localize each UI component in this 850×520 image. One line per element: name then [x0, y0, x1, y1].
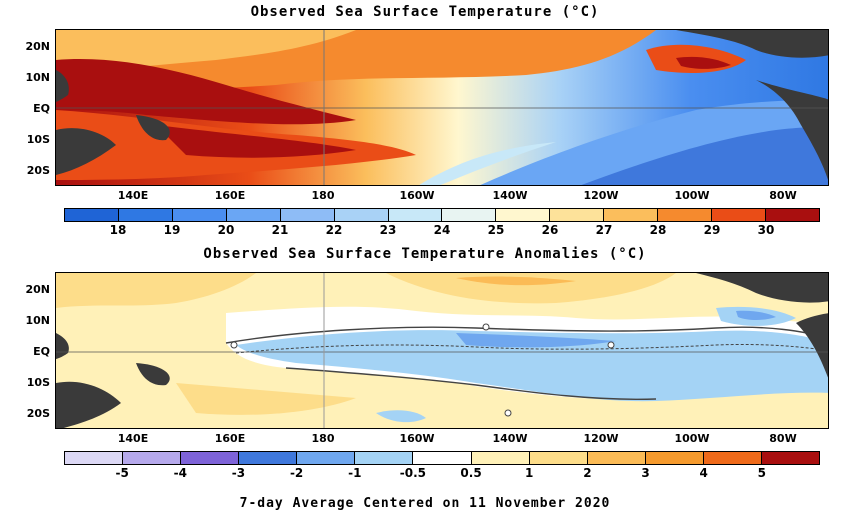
anomaly-colorbar-label: 5: [757, 466, 767, 480]
sst-colorbar-label: 23: [379, 223, 397, 237]
sst-colorbar-swatch: [388, 209, 443, 221]
lon-label-140w: 140W: [492, 189, 528, 202]
sst-colorbar-label: 19: [163, 223, 181, 237]
sst-colorbar-label: 30: [757, 223, 775, 237]
anom-lon-label-160e: 160E: [214, 432, 246, 445]
anomaly-colorbar-label: -3: [231, 466, 246, 480]
sst-colorbar-swatch: [226, 209, 281, 221]
lat-label-20n: 20N: [25, 40, 50, 53]
anomaly-colorbar-label: 1: [525, 466, 534, 480]
anomaly-colorbar-swatch: [645, 452, 704, 464]
anomaly-colorbar-swatch: [529, 452, 588, 464]
lon-label-100w: 100W: [674, 189, 710, 202]
sst-colorbar-label: 20: [217, 223, 235, 237]
anomaly-colorbar-label: 0.5: [460, 466, 482, 480]
sst-colorbar-label: 24: [433, 223, 451, 237]
anom-lat-label-20n: 20N: [25, 283, 50, 296]
lon-label-80w: 80W: [769, 189, 797, 202]
anomaly-colorbar-label: 4: [699, 466, 708, 480]
anomaly-colorbar: [64, 451, 820, 465]
sst-colorbar-swatch: [658, 209, 713, 221]
sst-colorbar-swatch: [496, 209, 551, 221]
anomaly-map: [55, 272, 829, 429]
anomaly-colorbar-label: 3: [641, 466, 650, 480]
sst-colorbar-label: 27: [595, 223, 613, 237]
anom-lon-label-180: 180: [311, 432, 335, 445]
anomaly-colorbar-label: 2: [583, 466, 592, 480]
sst-colorbar-label: 29: [703, 223, 721, 237]
anomaly-colorbar-label: -0.5: [399, 466, 427, 480]
sst-colorbar-swatch: [65, 209, 119, 221]
anom-lon-label-160w: 160W: [399, 432, 435, 445]
sst-colorbar-swatch: [712, 209, 766, 221]
sst-colorbar-label: 25: [487, 223, 505, 237]
anomaly-colorbar-swatch: [413, 452, 472, 464]
anomaly-colorbar-swatch: [65, 452, 124, 464]
anomaly-colorbar-swatch: [123, 452, 182, 464]
anomaly-colorbar-label: -1: [348, 466, 362, 480]
sst-colorbar-label: 28: [649, 223, 667, 237]
sst-colorbar-label: 18: [109, 223, 127, 237]
sst-field-image: [56, 30, 828, 185]
sst-colorbar-swatch: [280, 209, 335, 221]
anomaly-colorbar-swatch: [471, 452, 530, 464]
sst-colorbar-label: 21: [271, 223, 289, 237]
anomaly-colorbar-swatch: [355, 452, 414, 464]
anom-lon-label-100w: 100W: [674, 432, 710, 445]
lon-label-160w: 160W: [399, 189, 435, 202]
anomaly-colorbar-swatch: [297, 452, 356, 464]
anomaly-colorbar-label: -2: [289, 466, 304, 480]
lon-label-120w: 120W: [583, 189, 619, 202]
anomaly-colorbar-swatch: [761, 452, 820, 464]
lat-label-10s: 10S: [26, 133, 50, 146]
lon-label-180: 180: [311, 189, 335, 202]
anomaly-colorbar-swatch: [239, 452, 298, 464]
anomaly-colorbar-swatch: [587, 452, 646, 464]
anomaly-title: Observed Sea Surface Temperature Anomali…: [203, 246, 647, 262]
sst-colorbar-swatch: [765, 209, 819, 221]
anomaly-colorbar-label: -4: [173, 466, 187, 480]
anomaly-colorbar-label: -5: [115, 466, 129, 480]
sst-colorbar-swatch: [172, 209, 227, 221]
anom-lon-label-80w: 80W: [769, 432, 797, 445]
anom-lat-label-10n: 10N: [25, 314, 50, 327]
lon-label-140e: 140E: [117, 189, 149, 202]
anom-lat-label-10s: 10S: [26, 376, 50, 389]
sst-colorbar-swatch: [550, 209, 605, 221]
anomaly-colorbar-swatch: [703, 452, 762, 464]
anom-lat-label-20s: 20S: [26, 407, 50, 420]
anomaly-colorbar-swatch: [181, 452, 240, 464]
sst-title: Observed Sea Surface Temperature (°C): [250, 4, 600, 20]
lon-label-160e: 160E: [214, 189, 246, 202]
anom-lon-label-140e: 140E: [117, 432, 149, 445]
lat-label-20s: 20S: [26, 164, 50, 177]
sst-colorbar-swatch: [118, 209, 173, 221]
anom-lat-label-eq: EQ: [33, 345, 50, 358]
lat-label-10n: 10N: [25, 71, 50, 84]
sst-colorbar-label: 22: [325, 223, 343, 237]
sst-colorbar: [64, 208, 820, 222]
anom-lon-label-140w: 140W: [492, 432, 528, 445]
sst-map: [55, 29, 829, 186]
anom-lon-label-120w: 120W: [583, 432, 619, 445]
sst-colorbar-swatch: [334, 209, 389, 221]
sst-colorbar-swatch: [604, 209, 659, 221]
sst-colorbar-label: 26: [541, 223, 559, 237]
sst-colorbar-swatch: [442, 209, 497, 221]
footer-date-caption: 7-day Average Centered on 11 November 20…: [239, 496, 611, 511]
anomaly-field-image: [56, 273, 828, 428]
lat-label-eq: EQ: [33, 102, 50, 115]
